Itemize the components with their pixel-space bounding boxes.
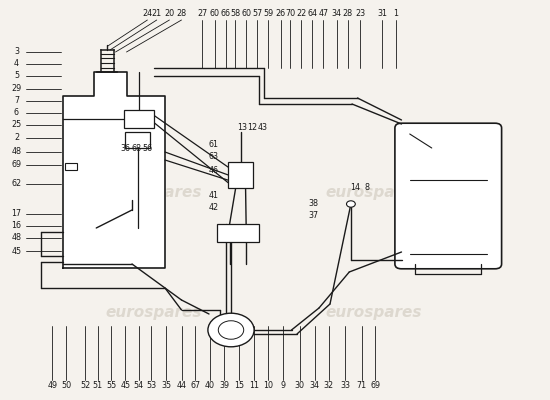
Text: eurospares: eurospares [326,184,422,200]
Text: 36: 36 [120,144,130,153]
Text: 17: 17 [12,210,21,218]
Text: 30: 30 [295,382,305,390]
Text: 10: 10 [263,382,273,390]
Text: 63: 63 [208,152,218,161]
Text: 45: 45 [120,382,130,390]
Text: 41: 41 [208,192,218,200]
Text: 5: 5 [14,72,19,80]
Text: 57: 57 [252,10,262,18]
Text: 69: 69 [12,160,21,169]
Text: 13: 13 [237,124,247,132]
Text: 34: 34 [310,382,320,390]
Text: 35: 35 [161,382,171,390]
Circle shape [218,321,244,339]
Circle shape [208,313,254,347]
Text: 26: 26 [276,10,285,18]
Text: 28: 28 [343,10,353,18]
Text: 1: 1 [393,10,399,18]
Text: 7: 7 [14,96,19,105]
Text: 48: 48 [12,234,21,242]
Text: 53: 53 [146,382,156,390]
Text: 60: 60 [210,10,219,18]
Text: 31: 31 [377,10,387,18]
Text: 61: 61 [208,140,218,149]
Text: 28: 28 [177,10,186,18]
Text: 58: 58 [230,10,240,18]
Bar [125,132,150,148]
Text: 4: 4 [14,60,19,68]
Text: 59: 59 [263,10,273,18]
Text: 15: 15 [234,382,244,390]
Text: eurospares: eurospares [106,184,202,200]
Text: 49: 49 [47,382,57,390]
Text: 2: 2 [14,134,19,142]
Text: 12: 12 [247,124,257,132]
Text: 29: 29 [12,84,21,93]
Text: 46: 46 [208,166,218,174]
Bar [217,224,258,242]
Text: 67: 67 [190,382,200,390]
Text: 44: 44 [177,382,186,390]
Text: eurospares: eurospares [326,304,422,320]
Text: 54: 54 [134,382,144,390]
Text: 14: 14 [350,183,360,192]
Text: 33: 33 [340,382,350,390]
Text: 64: 64 [307,10,317,18]
Text: 42: 42 [208,204,218,212]
Text: 16: 16 [12,222,21,230]
Text: 51: 51 [93,382,103,390]
Bar [65,163,77,170]
Text: 9: 9 [280,382,286,390]
Text: 62: 62 [12,180,21,188]
Text: 70: 70 [285,10,295,18]
Text: 21: 21 [152,10,162,18]
Text: 71: 71 [357,382,367,390]
Text: 25: 25 [12,120,21,129]
Text: 66: 66 [221,10,230,18]
Text: 48: 48 [12,148,21,156]
Text: 68: 68 [131,144,141,153]
Circle shape [346,201,355,207]
Text: 47: 47 [318,10,328,18]
Text: 37: 37 [309,212,318,220]
Text: 56: 56 [142,144,152,153]
Polygon shape [63,72,165,268]
Text: 50: 50 [61,382,71,390]
Text: 34: 34 [332,10,342,18]
Text: 38: 38 [309,200,318,208]
Text: 3: 3 [14,48,19,56]
Text: 55: 55 [106,382,116,390]
Text: 45: 45 [12,247,21,256]
Text: 20: 20 [164,10,174,18]
Bar [124,110,154,128]
Text: 23: 23 [355,10,365,18]
Text: 39: 39 [219,382,229,390]
Text: 52: 52 [80,382,90,390]
Text: 24: 24 [142,10,152,18]
Text: 11: 11 [249,382,259,390]
Text: 22: 22 [296,10,306,18]
Text: 69: 69 [370,382,380,390]
Text: 32: 32 [324,382,334,390]
Bar [228,162,253,188]
Text: 60: 60 [241,10,251,18]
Text: 6: 6 [14,108,19,117]
FancyBboxPatch shape [395,123,502,269]
Text: 8: 8 [365,183,370,192]
Text: 27: 27 [197,10,207,18]
Text: 40: 40 [205,382,215,390]
Text: 43: 43 [258,124,268,132]
Text: eurospares: eurospares [106,304,202,320]
